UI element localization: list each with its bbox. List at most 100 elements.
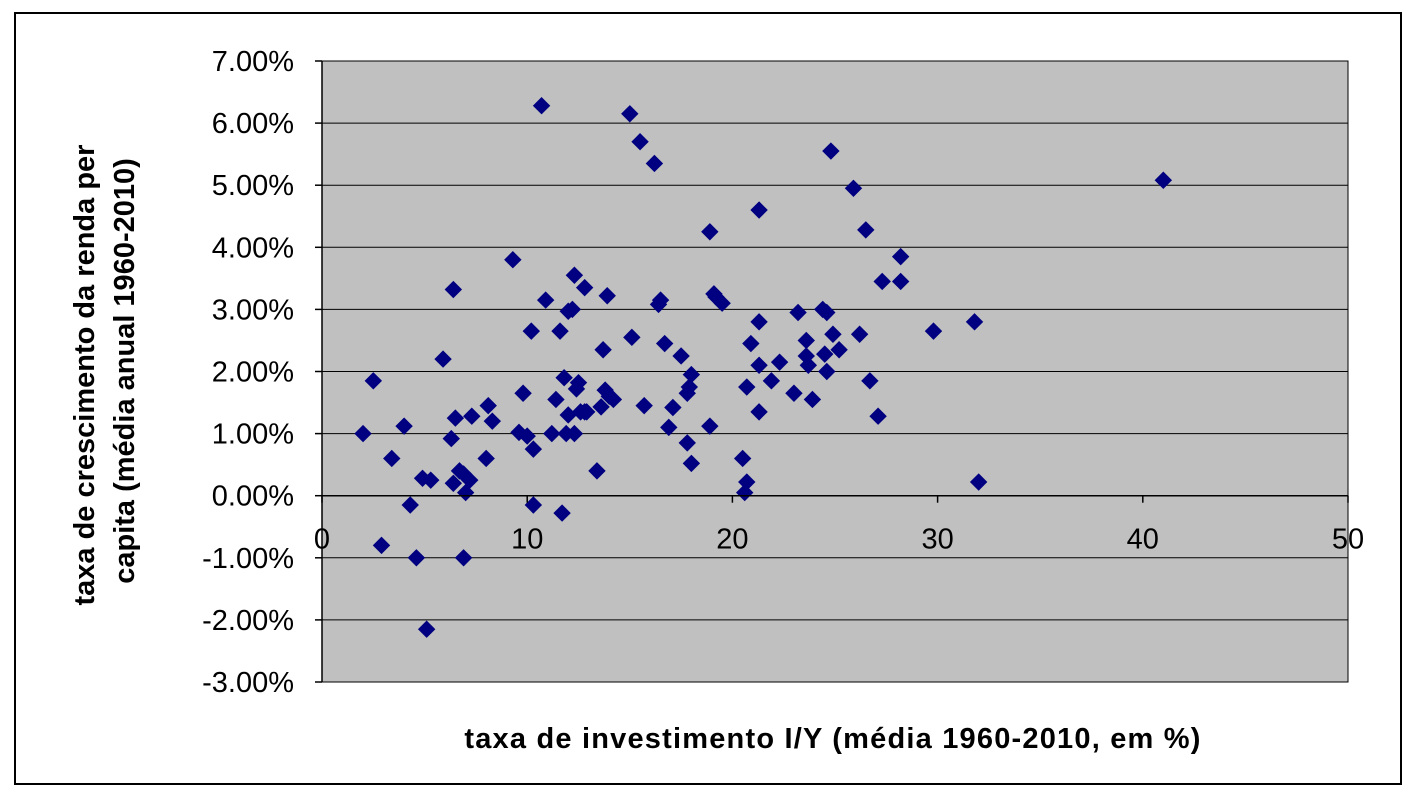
data-point xyxy=(891,272,910,291)
data-point xyxy=(444,474,463,492)
x-axis-title: taxa de investimento I/Y (média 1960-201… xyxy=(464,723,1201,755)
y-tick-label: 5.00% xyxy=(212,170,294,202)
data-point xyxy=(543,424,561,443)
data-point xyxy=(797,331,815,350)
data-point xyxy=(536,291,555,309)
y-axis-ticks: 7.00% 6.00% 5.00% 4.00% 3.00% 2.00% 1.00% 0.00%… xyxy=(202,46,322,699)
data-point xyxy=(818,362,836,381)
data-point xyxy=(401,496,419,514)
data-point xyxy=(551,322,569,340)
data-point xyxy=(522,322,541,340)
x-axis-ticks: 0 10 20 30 40 50 xyxy=(314,495,1364,556)
data-point xyxy=(524,440,543,458)
y-tick-label: 7.00% xyxy=(212,46,294,78)
data-point xyxy=(750,403,768,421)
data-point xyxy=(588,462,606,480)
data-point xyxy=(844,179,863,198)
data-point xyxy=(446,409,465,427)
data-point xyxy=(742,334,760,353)
data-point xyxy=(364,372,383,390)
data-point xyxy=(604,390,623,409)
data-point xyxy=(750,356,768,374)
data-points xyxy=(354,97,1173,638)
data-point xyxy=(594,341,612,359)
data-point xyxy=(803,390,822,409)
data-point xyxy=(701,223,719,241)
data-point xyxy=(830,341,848,359)
x-tick-label: 20 xyxy=(716,524,748,556)
data-point xyxy=(555,369,573,387)
data-point xyxy=(824,325,842,343)
data-point xyxy=(682,454,701,473)
data-point xyxy=(575,278,594,297)
data-point xyxy=(645,154,664,173)
y-tick-label: 1.00% xyxy=(212,419,294,451)
y-tick-label: -2.00% xyxy=(202,605,294,637)
data-point xyxy=(569,373,588,392)
data-point xyxy=(621,105,639,123)
data-point xyxy=(372,536,391,555)
y-tick-label: 0.00% xyxy=(212,481,294,513)
data-point xyxy=(565,266,584,284)
data-point xyxy=(514,384,532,402)
data-point xyxy=(869,407,887,425)
data-point xyxy=(701,417,719,435)
data-point xyxy=(924,322,943,340)
data-point xyxy=(477,449,495,468)
y-axis-title-line2: capita (média anual 1960-2010) xyxy=(109,158,141,584)
data-point xyxy=(678,434,696,452)
data-point xyxy=(483,412,502,430)
data-point xyxy=(463,407,481,425)
data-point xyxy=(850,325,869,343)
data-point xyxy=(422,471,440,489)
data-point xyxy=(461,471,479,489)
data-point xyxy=(680,378,699,396)
data-point xyxy=(799,356,818,374)
y-tick-label: -3.00% xyxy=(202,667,294,699)
x-tick-label: 0 xyxy=(314,524,330,556)
data-point xyxy=(750,201,768,219)
data-point xyxy=(354,424,372,443)
data-point xyxy=(518,427,536,445)
data-point xyxy=(822,142,840,160)
data-point xyxy=(965,313,984,331)
data-point xyxy=(442,429,460,448)
data-point xyxy=(750,313,768,331)
x-tick-label: 50 xyxy=(1332,524,1364,556)
data-point xyxy=(770,353,789,371)
data-point xyxy=(861,372,879,390)
data-point xyxy=(479,396,497,415)
y-axis-title-line1: taxa de crescimento da renda per xyxy=(69,145,101,606)
data-point xyxy=(816,345,834,363)
x-tick-label: 30 xyxy=(921,524,953,556)
data-point xyxy=(417,620,436,638)
data-point xyxy=(563,300,582,319)
data-point xyxy=(789,303,807,322)
data-point xyxy=(785,384,803,402)
data-point xyxy=(631,133,649,151)
x-tick-label: 10 xyxy=(511,524,543,556)
data-point xyxy=(623,328,641,347)
data-point xyxy=(818,303,836,322)
data-point xyxy=(454,549,473,567)
data-point xyxy=(713,294,731,312)
data-point xyxy=(524,496,543,514)
data-point xyxy=(660,418,678,437)
data-point xyxy=(444,280,463,299)
y-tick-label: -1.00% xyxy=(202,543,294,575)
data-point xyxy=(407,549,426,567)
y-tick-label: 6.00% xyxy=(212,108,294,140)
x-tick-label: 40 xyxy=(1127,524,1159,556)
data-point xyxy=(969,473,988,491)
data-point xyxy=(565,424,584,443)
data-point xyxy=(395,417,413,435)
data-point xyxy=(504,251,522,269)
data-point xyxy=(664,398,682,417)
data-point xyxy=(578,403,596,421)
data-point xyxy=(733,449,752,468)
data-point xyxy=(873,272,891,291)
data-point xyxy=(592,398,610,416)
data-point xyxy=(857,221,875,239)
data-point xyxy=(532,97,551,115)
